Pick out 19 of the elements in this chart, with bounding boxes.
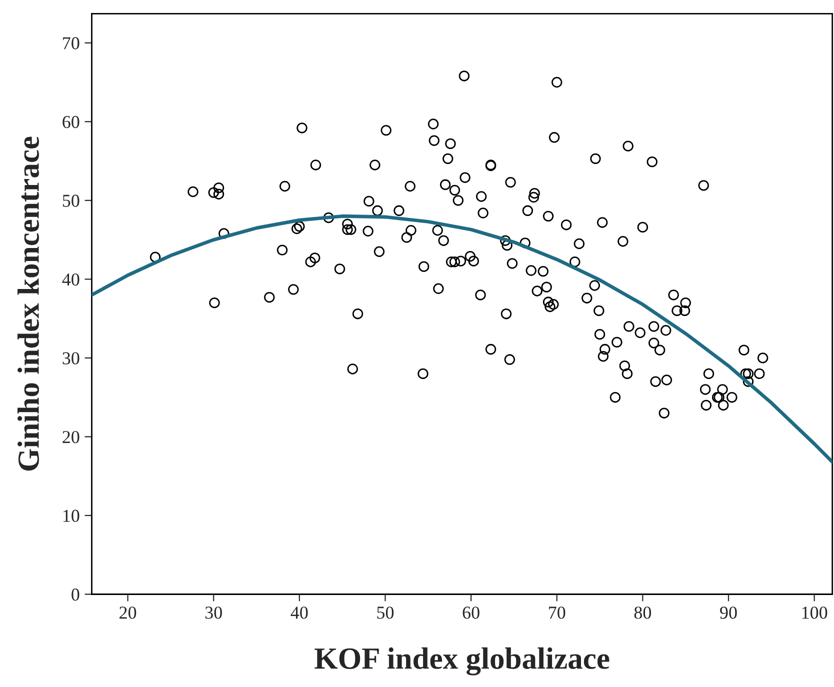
y-axis-title: Giniho index koncentrace xyxy=(18,136,40,471)
x-tick-label: 90 xyxy=(720,606,737,619)
y-tick-label: 20 xyxy=(62,430,80,444)
y-tick-label: 10 xyxy=(63,510,80,522)
y-tick-label: 0 xyxy=(72,588,80,601)
x-tick-label: 60 xyxy=(462,606,480,619)
x-tick-label: 80 xyxy=(634,606,652,619)
y-tick-label: 50 xyxy=(62,194,80,207)
x-tick-label: 100 xyxy=(802,606,828,619)
x-tick-label: 70 xyxy=(549,606,566,619)
y-tick-label: 30 xyxy=(62,352,80,364)
y-tick-label: 60 xyxy=(62,116,80,128)
x-tick-label: 40 xyxy=(290,606,308,619)
x-tick-label: 50 xyxy=(377,606,394,619)
x-tick-label: 20 xyxy=(120,606,136,619)
x-axis-title: KOF index globalizace xyxy=(314,647,610,676)
y-tick-label: 70 xyxy=(63,37,80,50)
y-tick-label: 40 xyxy=(62,273,80,286)
x-tick-label: 30 xyxy=(205,606,222,619)
